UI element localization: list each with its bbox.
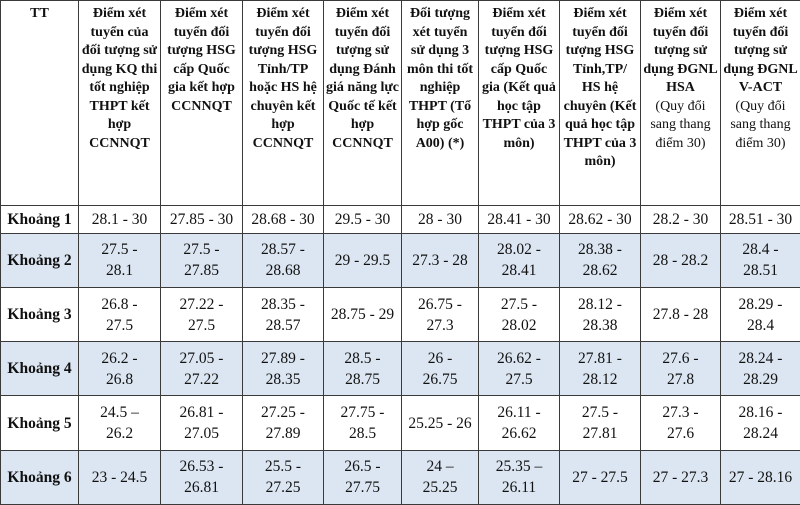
score-range: 28.57 - 28.68 [242,232,324,288]
header-row: TT Điểm xét tuyển của đối tượng sử dụng K… [0,0,800,206]
header-cell: Điểm xét tuyển của đối tượng sử dụng KQ … [78,0,161,206]
score-range: 28.1 - 30 [78,205,161,234]
score-range: 28 - 30 [401,205,479,234]
header-cell: Điểm xét tuyển đối tượng HSG cấp Quốc gi… [478,0,560,206]
table-row: Khoảng 1 28.1 - 30 27.85 - 30 28.68 - 30 29.… [0,205,800,234]
score-range: 28.12 - 28.38 [559,286,641,343]
score-range: 27.75 - 28.5 [323,395,402,451]
header-text: Đối tượng xét tuyển sử dụng 3 môn thi tố… [406,6,474,151]
table-body: Khoảng 1 28.1 - 30 27.85 - 30 28.68 - 30 29.… [0,205,800,505]
header-text: Điểm xét tuyển đối tượng sử dụng Đánh gi… [326,6,399,151]
header-text: TT [30,6,49,21]
header-cell: Điểm xét tuyển đối tượng sử dụng ĐGNL V-… [720,0,800,206]
score-range: 25.35 – 26.11 [478,449,560,505]
header-text: Điểm xét tuyển đối tượng HSG Tỉnh,TP/ HS… [563,6,637,169]
score-range: 26.81 - 27.05 [160,395,243,451]
row-label: Khoảng 3 [0,286,79,343]
score-range: 27.5 - 27.81 [559,395,641,451]
header-cell: Điểm xét tuyển đối tượng sử dụng ĐGNL HS… [640,0,721,206]
score-range: 27.6 - 27.8 [640,341,721,397]
score-range: 26.11 - 26.62 [478,395,560,451]
header-note: (Quy đổi sang thang điểm 30) [650,98,711,151]
header-cell: Điểm xét tuyển đối tượng sử dụng Đánh gi… [323,0,402,206]
score-range: 27.5 - 28.1 [78,232,161,288]
score-range: 27.5 - 27.85 [160,232,243,288]
score-range: 27.85 - 30 [160,205,243,234]
score-range: 26.62 - 27.5 [478,341,560,397]
score-range: 28.68 - 30 [242,205,324,234]
score-range: 24 – 25.25 [401,449,479,505]
row-label: Khoảng 2 [0,232,79,288]
header-cell: Điểm xét tuyển đối tượng HSG cấp Quốc gi… [160,0,243,206]
score-range: 26.2 - 26.8 [78,341,161,397]
header-cell: Đối tượng xét tuyển sử dụng 3 môn thi tố… [401,0,479,206]
row-label: Khoảng 6 [0,449,79,505]
score-range: 28.16 - 28.24 [720,395,800,451]
header-cell: Điểm xét tuyển đối tượng HSG Tỉnh/TP hoặ… [242,0,324,206]
score-range: 26 - 26.75 [401,341,479,397]
table-head: TT Điểm xét tuyển của đối tượng sử dụng K… [0,0,800,206]
header-text: Điểm xét tuyển đối tượng sử dụng ĐGNL V-… [723,6,798,95]
score-range: 27.3 - 27.6 [640,395,721,451]
header-text: Điểm xét tuyển đối tượng HSG cấp Quốc gi… [482,6,556,151]
score-range: 27 - 27.3 [640,449,721,505]
score-range: 26.5 - 27.75 [323,449,402,505]
score-range: 28.29 - 28.4 [720,286,800,343]
score-range: 28.51 - 30 [720,205,800,234]
score-range: 27.5 - 28.02 [478,286,560,343]
score-range: 27 - 28.16 [720,449,800,505]
table-row: Khoảng 3 26.8 - 27.5 27.22 - 27.5 28.35 - 2… [0,286,800,343]
header-cell: TT [0,0,79,206]
score-range: 27.22 - 27.5 [160,286,243,343]
score-range: 23 - 24.5 [78,449,161,505]
score-range: 27.89 - 28.35 [242,341,324,397]
table-row: Khoảng 5 24.5 – 26.2 26.81 - 27.05 27.25 - … [0,395,800,451]
header-text: Điểm xét tuyển đối tượng HSG cấp Quốc gi… [167,6,236,114]
score-range: 25.5 - 27.25 [242,449,324,505]
header-text: Điểm xét tuyển của đối tượng sử dụng KQ … [81,6,158,151]
table-row: Khoảng 4 26.2 - 26.8 27.05 - 27.22 27.89 - … [0,341,800,397]
score-range: 26.8 - 27.5 [78,286,161,343]
score-range: 28.41 - 30 [478,205,560,234]
score-range: 27.81 - 28.12 [559,341,641,397]
row-label: Khoảng 1 [0,205,79,234]
score-range: 27.05 - 27.22 [160,341,243,397]
score-range: 28.4 - 28.51 [720,232,800,288]
header-cell: Điểm xét tuyển đối tượng HSG Tỉnh,TP/ HS… [559,0,641,206]
score-range: 28.62 - 30 [559,205,641,234]
score-range: 28.02 - 28.41 [478,232,560,288]
score-range: 24.5 – 26.2 [78,395,161,451]
score-range: 27.8 - 28 [640,286,721,343]
score-range: 28.24 - 28.29 [720,341,800,397]
score-range: 29.5 - 30 [323,205,402,234]
score-range: 28.35 - 28.57 [242,286,324,343]
table-row: Khoảng 2 27.5 - 28.1 27.5 - 27.85 28.57 - 2… [0,232,800,288]
score-range: 27.3 - 28 [401,232,479,288]
score-range: 26.75 - 27.3 [401,286,479,343]
score-range: 26.53 - 26.81 [160,449,243,505]
score-range: 25.25 - 26 [401,395,479,451]
header-note: (Quy đổi sang thang điểm 30) [730,98,791,151]
header-text: Điểm xét tuyển đối tượng sử dụng ĐGNL HS… [643,6,718,95]
row-label: Khoảng 4 [0,341,79,397]
score-range: 29 - 29.5 [323,232,402,288]
score-range: 28 - 28.2 [640,232,721,288]
score-range: 28.75 - 29 [323,286,402,343]
header-text: Điểm xét tuyển đối tượng HSG Tỉnh/TP hoặ… [248,6,318,151]
score-range: 28.2 - 30 [640,205,721,234]
table-row: Khoảng 6 23 - 24.5 26.53 - 26.81 25.5 - 27.… [0,449,800,505]
score-range: 27.25 - 27.89 [242,395,324,451]
score-range: 27 - 27.5 [559,449,641,505]
row-label: Khoảng 5 [0,395,79,451]
score-range: 28.5 - 28.75 [323,341,402,397]
score-range: 28.38 - 28.62 [559,232,641,288]
